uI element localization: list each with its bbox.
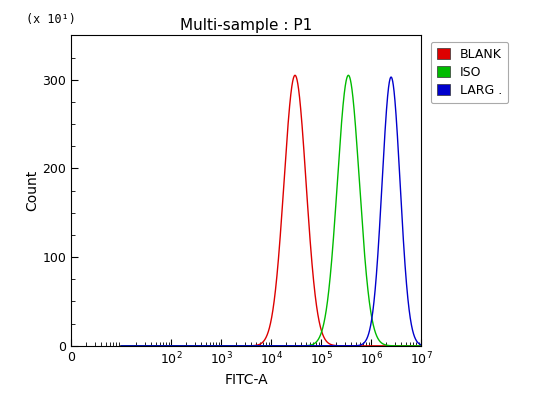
Legend: BLANK, ISO, LARG .: BLANK, ISO, LARG . — [431, 42, 508, 103]
X-axis label: FITC-A: FITC-A — [224, 373, 268, 387]
Y-axis label: Count: Count — [26, 170, 39, 211]
Text: (x 10¹): (x 10¹) — [26, 13, 75, 26]
Title: Multi-sample : P1: Multi-sample : P1 — [180, 18, 312, 33]
